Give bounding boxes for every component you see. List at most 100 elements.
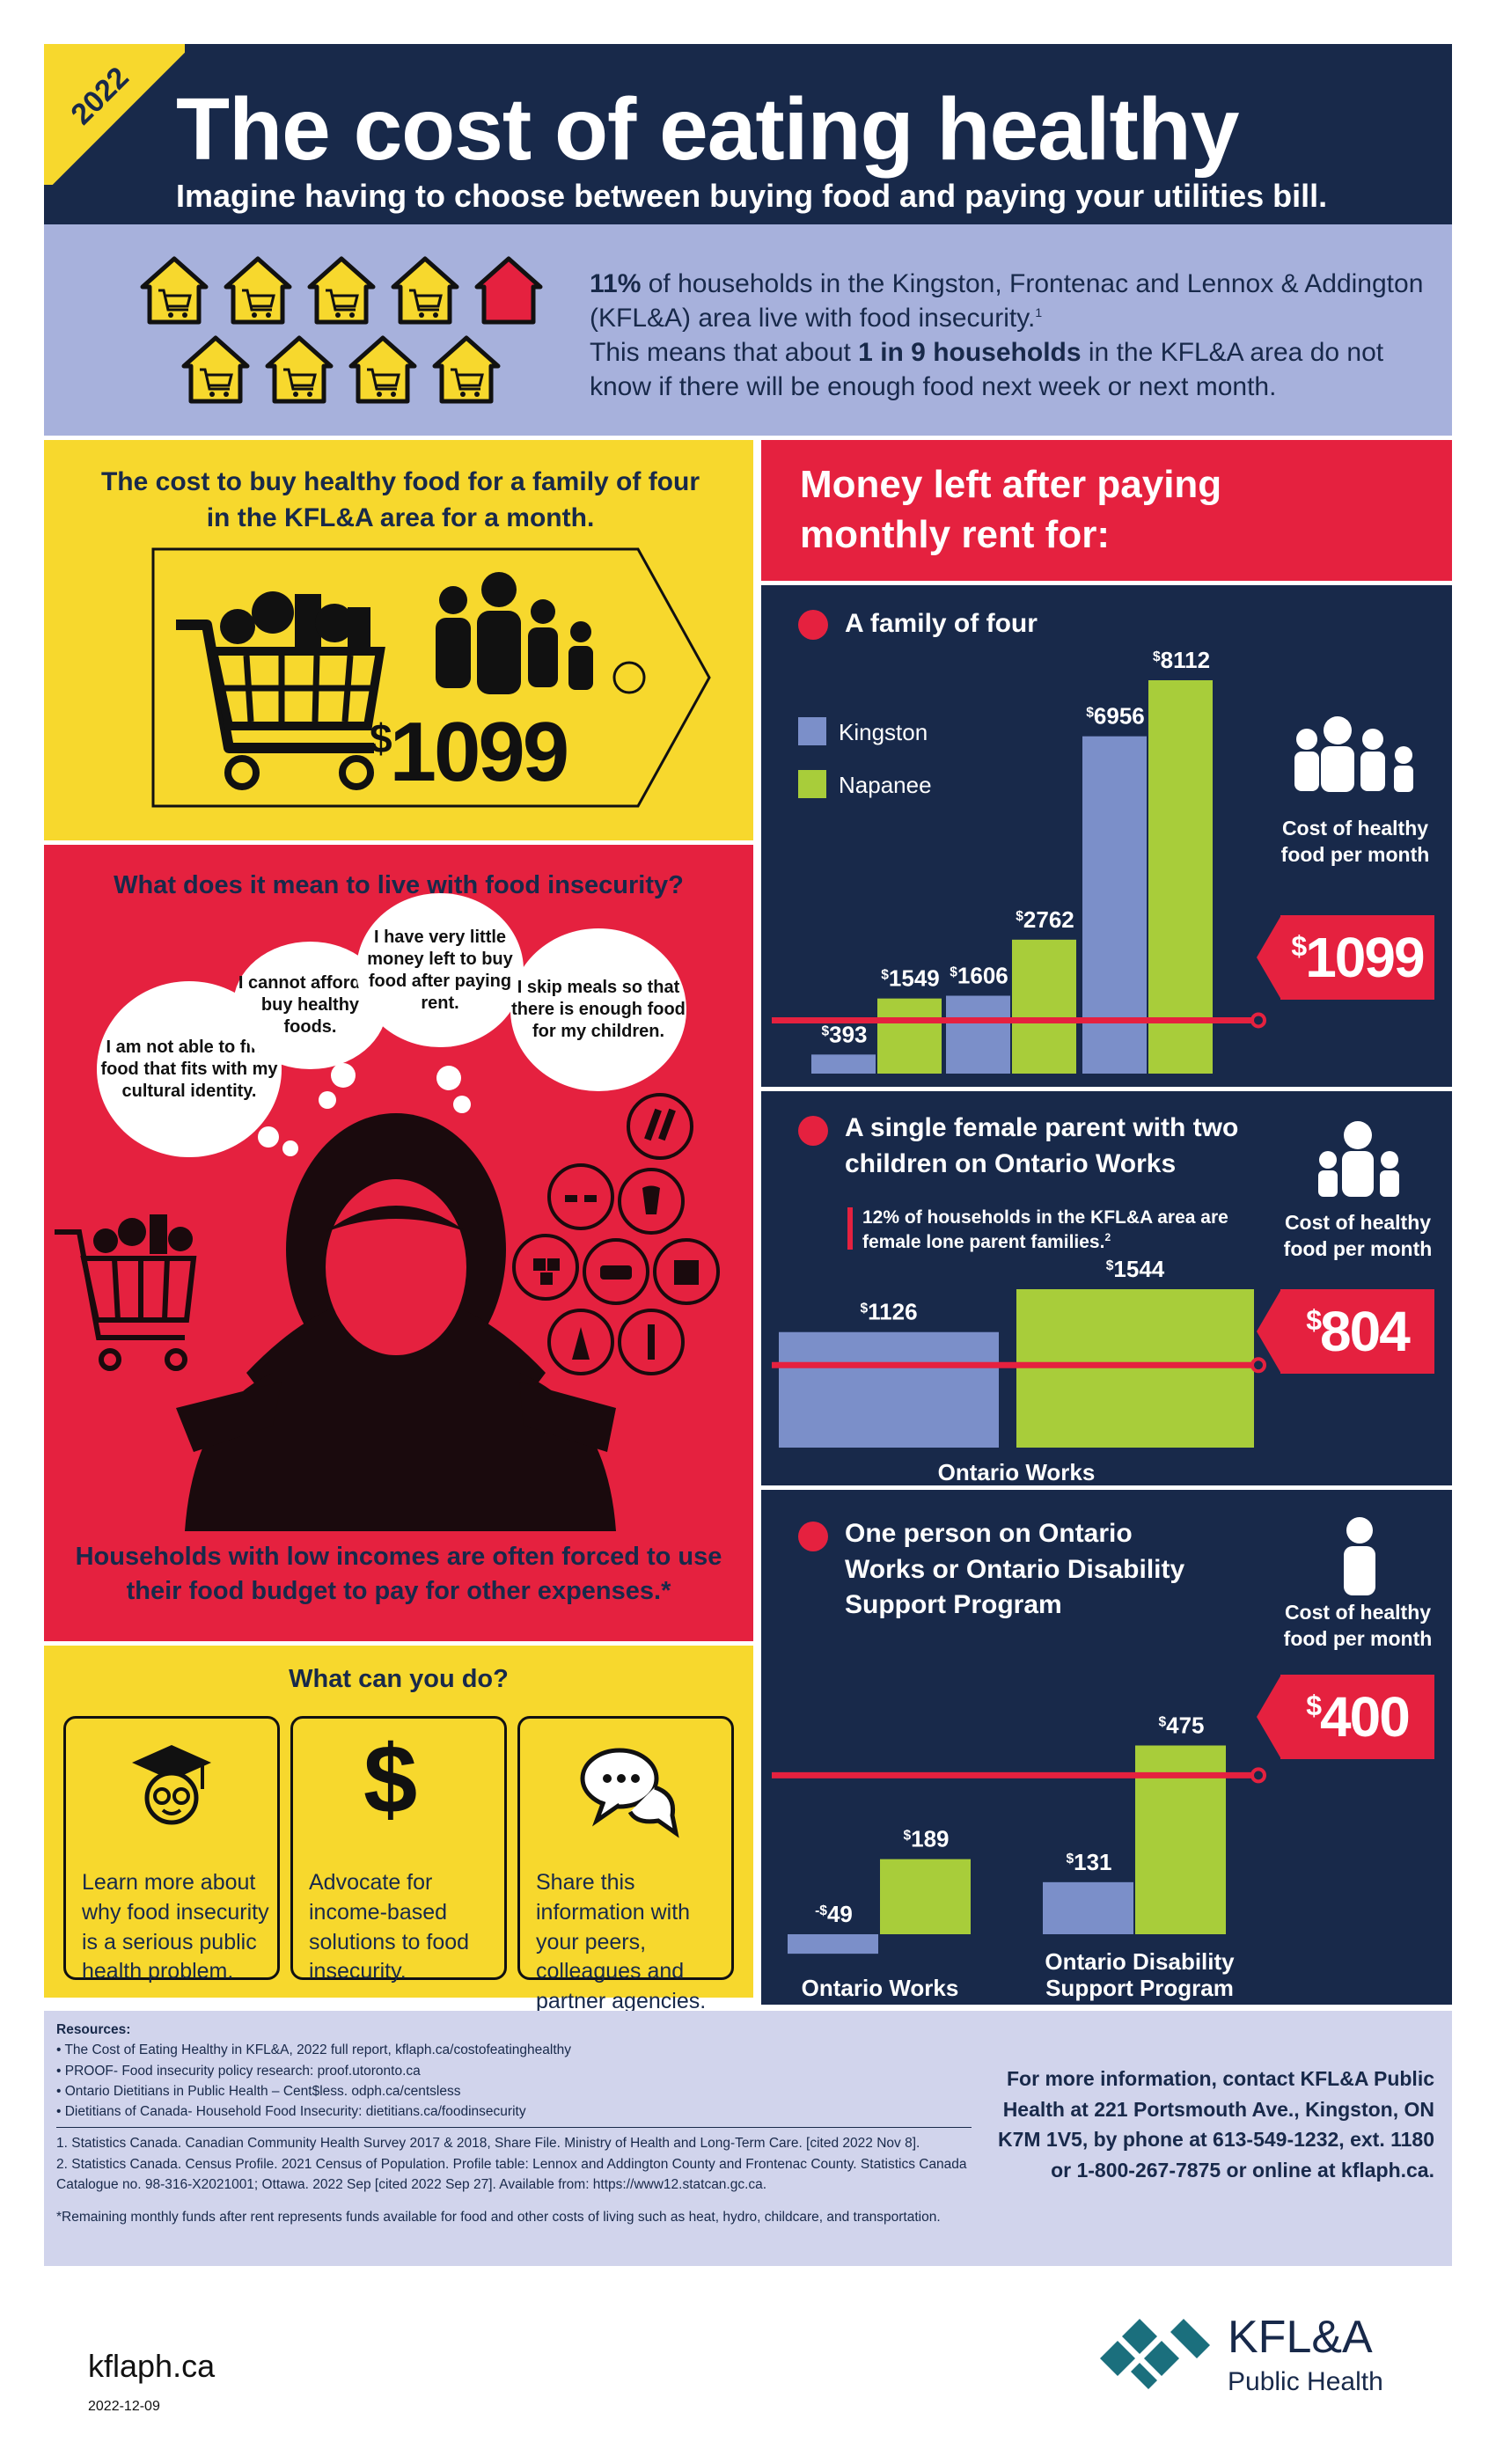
footer-url[interactable]: kflaph.ca — [88, 2348, 216, 2384]
chart-single-female-parent: A single female parent with two children… — [761, 1091, 1452, 1485]
page-title: The cost of eating healthy — [176, 80, 1240, 179]
bullet-dot — [798, 610, 828, 640]
graduate-icon — [132, 1745, 211, 1825]
thought-bubble: I have very little money left to buy foo… — [356, 893, 524, 1047]
bar-value-label: $6956 — [1086, 703, 1145, 730]
reference-line-end — [1250, 1767, 1266, 1784]
speech-bubbles-icon — [580, 1748, 679, 1838]
bullet-dot — [798, 1522, 828, 1551]
bar-napanee — [1148, 680, 1213, 1074]
bar-napanee — [1012, 939, 1076, 1074]
person-icon — [1344, 1517, 1375, 1595]
insecurity-footer: Households with low incomes are often fo… — [75, 1543, 722, 1606]
legend-label: Kingston — [839, 719, 928, 745]
house-icon — [265, 335, 334, 404]
money-left-header: Money left after paying monthly rent for… — [761, 440, 1452, 581]
houses-graphic — [140, 256, 543, 404]
intro-stat: 11% — [590, 269, 642, 298]
category-label: Ontario Disability — [1045, 1948, 1235, 1975]
cost-label: Cost of healthy food per month — [1280, 817, 1430, 866]
bar-value-label: $2762 — [1016, 906, 1074, 933]
todo-card: Learn more about why food insecurity is … — [63, 1716, 280, 1984]
bar-value-label: $189 — [903, 1826, 949, 1852]
house-icon — [181, 335, 250, 404]
chart-title: One person on Ontario Works or Ontario D… — [845, 1519, 1185, 1619]
intro-text-2: This means that about — [590, 338, 859, 367]
todo-text: Advocate for income-based solutions to f… — [309, 1870, 470, 1984]
intro-text-1: of households in the Kingston, Frontenac… — [590, 269, 1424, 333]
bullet-dot — [798, 1116, 828, 1146]
bar-napanee — [880, 1859, 971, 1934]
logo-name: KFL&A — [1228, 2312, 1373, 2363]
bar-chart-3: -$49 $189 $131 $475 Ontario Works Ontario Dis… — [772, 1712, 1266, 2001]
what-can-you-do-panel: What can you do? Learn more about why fo… — [44, 1646, 753, 2013]
resources-heading: Resources: — [56, 2022, 131, 2037]
todo-text: Learn more about why food insecurity is … — [82, 1870, 269, 1984]
chart-title: A single female parent with two children… — [845, 1113, 1239, 1178]
bar-kingston — [946, 995, 1010, 1074]
kfla-logo-icon — [1100, 2319, 1210, 2389]
bar-value-label: $475 — [1158, 1712, 1204, 1739]
bar-value-label: -$49 — [815, 1901, 853, 1927]
year-corner: 2022 — [44, 44, 185, 185]
reference-tag: $400 — [1280, 1675, 1434, 1759]
reference-item: 2. Statistics Canada. Census Profile. 20… — [56, 2156, 967, 2192]
family-icon — [436, 572, 593, 694]
house-icon — [391, 256, 459, 325]
cost-heading: The cost to buy healthy food for a famil… — [100, 467, 700, 532]
bar-chart-1: $393 $1549 Ontario Works $1606 $2762 Full Tim… — [772, 647, 1266, 1087]
reference-tag: $1099 — [1280, 915, 1434, 1000]
resource-item: • The Cost of Eating Healthy in KFL&A, 2… — [56, 2042, 572, 2058]
resources-section: Resources: • The Cost of Eating Healthy … — [44, 2011, 1452, 2266]
header: The cost of eating healthy Imagine havin… — [44, 44, 1452, 224]
insecurity-heading: What does it mean to live with food inse… — [114, 871, 684, 899]
parent-children-icon — [1318, 1121, 1399, 1197]
bar-kingston — [779, 1331, 999, 1448]
bar-chart-2: $1126 $1544 Ontario Works — [772, 1256, 1266, 1485]
category-label: Support Program — [1045, 1975, 1234, 2001]
category-label: Full Time — [962, 1083, 1062, 1087]
reference-tag: $804 — [1280, 1289, 1434, 1374]
intro-text: 11% of households in the Kingston, Front… — [590, 267, 1434, 404]
footnote-note: *Remaining monthly funds after rent repr… — [56, 2210, 941, 2225]
shopping-cart-icon — [176, 591, 385, 790]
house-icon — [307, 256, 376, 325]
chart-family-of-four: A family of four Kingston Napanee $393 $1… — [761, 585, 1452, 1087]
house-icon — [224, 256, 292, 325]
intro-footnote: 1 — [1035, 305, 1043, 319]
house-icon — [140, 256, 209, 325]
legend-swatch-kingston — [798, 717, 826, 745]
category-label: Ontario Works — [799, 1083, 957, 1087]
bar-value-label: $8112 — [1153, 647, 1210, 673]
money-left-title: Money left after paying monthly rent for… — [800, 463, 1222, 557]
resources-list: Resources: • The Cost of Eating Healthy … — [56, 2020, 972, 2227]
bar-value-label: $131 — [1066, 1849, 1111, 1875]
intro-bold: 1 in 9 households — [858, 338, 1082, 367]
reference-item: 1. Statistics Canada. Canadian Community… — [56, 2136, 920, 2152]
bar-value-label: $1549 — [881, 965, 940, 992]
shopping-cart-icon — [55, 1229, 197, 1371]
bar-kingston — [1043, 1881, 1133, 1934]
bar-value-label: $1544 — [1106, 1256, 1165, 1282]
reference-line-end — [1250, 1012, 1266, 1029]
todo-card: $ Advocate for income-based solutions to… — [290, 1716, 507, 1984]
todo-heading: What can you do? — [289, 1665, 509, 1693]
legend-label: Napanee — [839, 772, 932, 798]
todo-text: Share this information with your peers, … — [536, 1870, 707, 2013]
chart-title: A family of four — [845, 609, 1038, 638]
note-bar — [847, 1207, 853, 1250]
dollar-icon: $ — [363, 1726, 418, 1834]
chart-note: 12% of households in the KFL&A area are … — [862, 1207, 1228, 1253]
legend-swatch-napanee — [798, 770, 826, 798]
chart-one-person: One person on Ontario Works or Ontario D… — [761, 1490, 1452, 2005]
bar-napanee — [877, 998, 942, 1074]
house-icon — [432, 335, 501, 404]
intro-section: 11% of households in the Kingston, Front… — [44, 224, 1452, 436]
expense-icons — [512, 1093, 720, 1375]
thought-bubble: I skip meals so that there is enough foo… — [510, 928, 686, 1091]
category-label: Ontario Works — [802, 1975, 959, 2001]
category-label: Median Ontario — [1065, 1083, 1231, 1087]
intro-text-3: in the KFL&A area do not know if there w… — [590, 338, 1384, 401]
contact-info: For more information, contact KFL&A Publ… — [997, 2067, 1434, 2182]
cost-label: Cost of healthy food per month — [1283, 1601, 1433, 1650]
